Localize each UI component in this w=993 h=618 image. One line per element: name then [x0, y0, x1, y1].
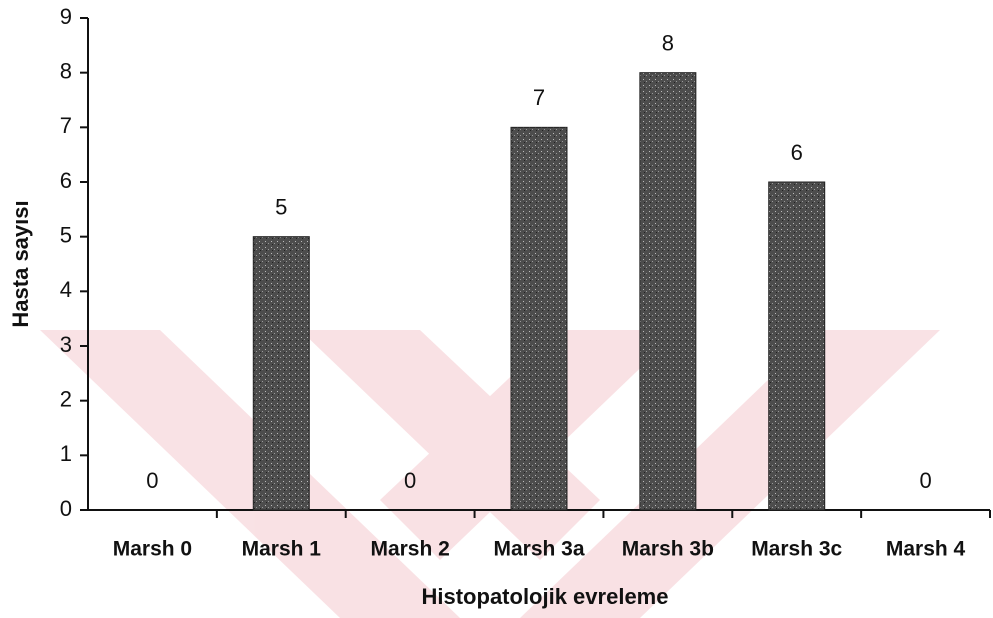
page: Hasta sayısı Histopatolojik evreleme 0 1 2…	[0, 0, 993, 618]
data-label: 6	[791, 140, 803, 165]
y-tick-label: 2	[60, 386, 72, 411]
bar	[253, 237, 309, 510]
y-tick-label: 0	[60, 496, 72, 521]
y-tick-label: 3	[60, 332, 72, 357]
chart: Hasta sayısı Histopatolojik evreleme 0 1 2…	[0, 0, 993, 618]
x-tick-label: Marsh 3a	[493, 538, 584, 561]
data-label: 0	[146, 468, 158, 493]
data-label: 8	[662, 30, 674, 55]
bar	[511, 127, 567, 510]
y-axis-title: Hasta sayısı	[8, 200, 33, 327]
x-tick-label: Marsh 3c	[751, 538, 842, 561]
y-tick-label: 1	[60, 441, 72, 466]
y-tick-label: 7	[60, 113, 72, 138]
x-tick-label: Marsh 1	[242, 538, 322, 561]
bar	[769, 182, 825, 510]
x-tick-label: Marsh 4	[886, 538, 966, 561]
y-tick-label: 4	[60, 277, 72, 302]
data-label: 0	[404, 468, 416, 493]
data-label: 5	[275, 194, 287, 219]
y-tick-label: 8	[60, 58, 72, 83]
y-tick-label: 9	[60, 4, 72, 29]
y-tick-label: 5	[60, 222, 72, 247]
x-axis-title: Histopatolojik evreleme	[422, 584, 669, 609]
y-tick-label: 6	[60, 168, 72, 193]
data-label: 7	[533, 85, 545, 110]
data-label: 0	[919, 468, 931, 493]
bar	[640, 73, 696, 510]
x-tick-label: Marsh 0	[113, 538, 192, 561]
x-tick-label: Marsh 3b	[622, 538, 714, 561]
x-tick-label: Marsh 2	[370, 538, 449, 561]
